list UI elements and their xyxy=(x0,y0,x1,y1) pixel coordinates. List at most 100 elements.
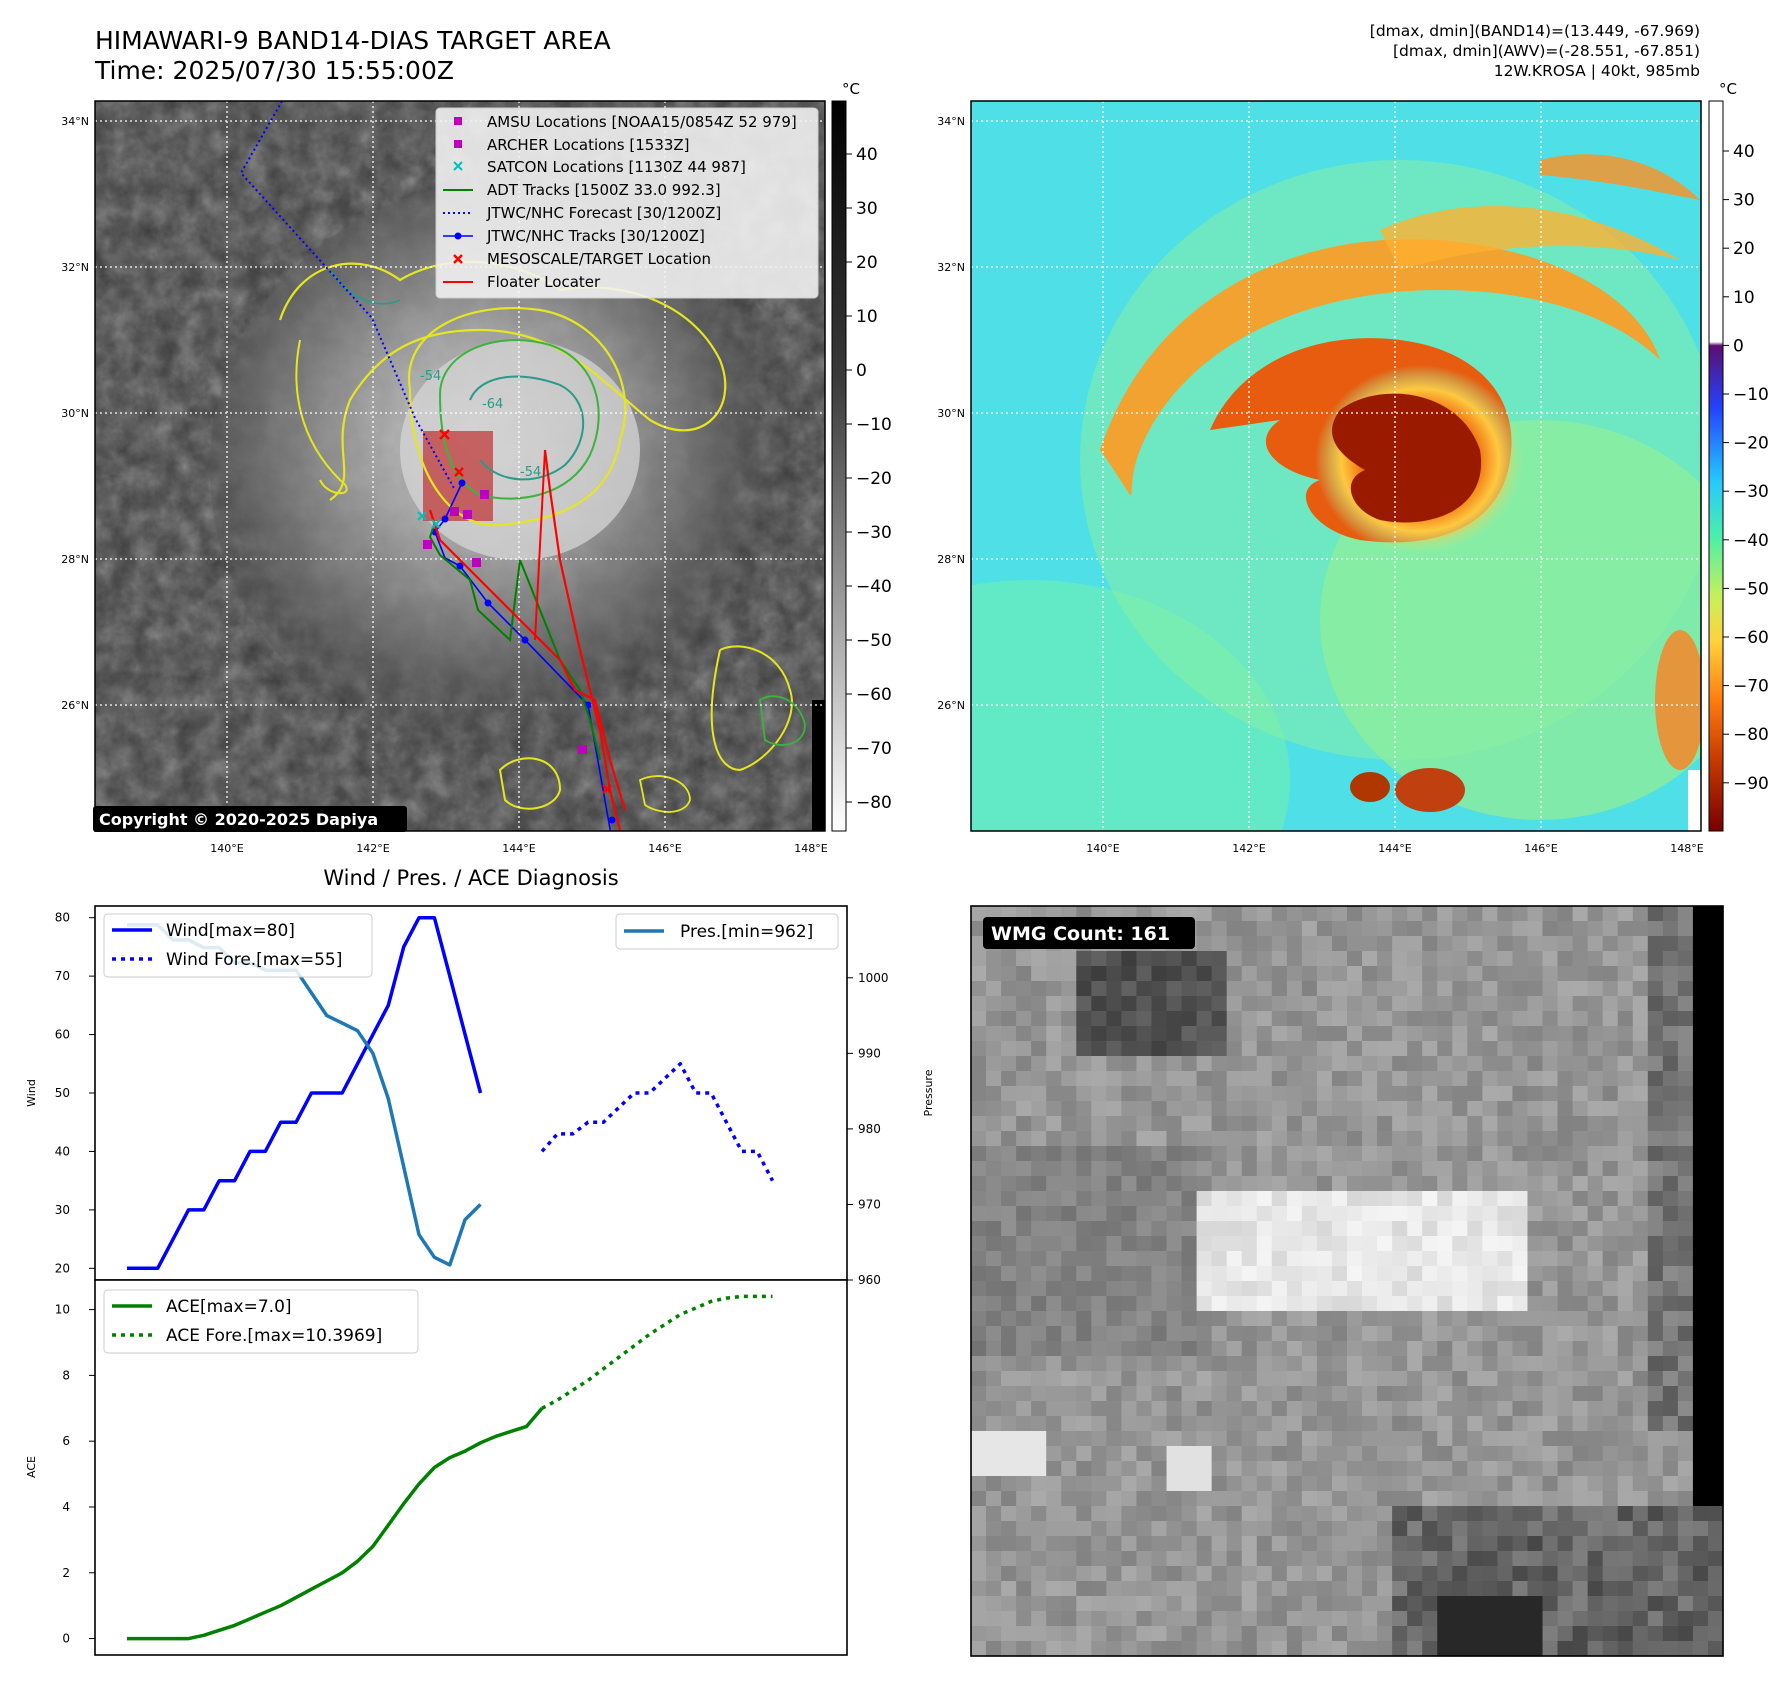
colorbar-gray-tick-label: 30 xyxy=(856,199,878,219)
color-map-lat-label: 34°N xyxy=(937,115,965,128)
legend-amsu-icon xyxy=(454,117,462,125)
wind-ytick-label: 60 xyxy=(55,1028,70,1042)
color-map-lon-label: 144°E xyxy=(1378,842,1411,855)
color-map-lat-label: 28°N xyxy=(937,553,965,566)
colorbar-color-tick-label: −30 xyxy=(1733,482,1769,502)
colorbar-gray-tick-label: −60 xyxy=(856,685,892,705)
color-map-lon-label: 148°E xyxy=(1670,842,1703,855)
wind-ytick-label: 80 xyxy=(55,911,70,925)
legend-ace-label: ACE[max=7.0] xyxy=(166,1297,292,1317)
colorbar-color-tick-label: −70 xyxy=(1733,677,1769,697)
colorbar-gray-tick-label: 20 xyxy=(856,253,878,273)
colorbar-gray xyxy=(831,100,847,832)
legend-wind-fore-label: Wind Fore.[max=55] xyxy=(166,950,342,970)
ace-ytick-label: 2 xyxy=(62,1566,70,1580)
copyright-badge xyxy=(93,806,407,832)
pressure-ytick-label: 970 xyxy=(858,1197,881,1211)
legend-archer-icon xyxy=(454,140,462,148)
ace-ytick-label: 0 xyxy=(62,1632,70,1646)
gray-map-lon-label: 146°E xyxy=(648,842,681,855)
series-line-wind xyxy=(127,915,483,1271)
wind-ylabel: Wind xyxy=(25,1079,38,1107)
pressure-ytick-label: 990 xyxy=(858,1046,881,1060)
colorbar-gray-tick-label: −30 xyxy=(856,523,892,543)
gray-map-lon-label: 144°E xyxy=(502,842,535,855)
map-legend: AMSU Locations [NOAA15/0854Z 52 979] ARC… xyxy=(435,107,819,299)
wmg-count-text: WMG Count: 161 xyxy=(991,923,1170,945)
wmg-pixel-map xyxy=(971,906,1724,1657)
figure-title: HIMAWARI-9 BAND14-DIAS TARGET AREA xyxy=(95,26,611,55)
gray-map-lat-label: 28°N xyxy=(61,553,89,566)
series-line-ace xyxy=(127,1407,544,1641)
wind-ytick-label: 40 xyxy=(55,1144,70,1158)
colorbar-gray-unit: °C xyxy=(842,80,860,98)
ace-ytick-label: 8 xyxy=(62,1368,70,1382)
colorbar-color-tick-label: 10 xyxy=(1733,288,1755,308)
gray-map-lon-label: 148°E xyxy=(794,842,827,855)
pressure-legend: Pres.[min=962] xyxy=(615,913,839,950)
colorbar-gray-tick-label: 10 xyxy=(856,307,878,327)
legend-floater-label: Floater Locater xyxy=(487,273,601,291)
info-dmax-band14: [dmax, dmin](BAND14)=(13.449, -67.969) xyxy=(1369,22,1700,40)
colorbar-color xyxy=(1708,100,1724,832)
colorbar-gray-tick-label: −80 xyxy=(856,793,892,813)
copyright-text: Copyright © 2020-2025 Dapiya xyxy=(99,810,378,829)
colorbar-color-tick-label: 30 xyxy=(1733,191,1755,211)
ace-ytick-label: 4 xyxy=(62,1500,70,1514)
legend-archer-label: ARCHER Locations [1533Z] xyxy=(487,136,690,154)
pressure-ytick-label: 980 xyxy=(858,1122,881,1136)
pressure-ytick-label: 960 xyxy=(858,1273,881,1287)
wind-legend: Wind[max=80] Wind Fore.[max=55] xyxy=(103,913,373,978)
ace-ylabel: ACE xyxy=(25,1456,38,1478)
colorbar-color-tick-label: −90 xyxy=(1733,774,1769,794)
color-map-lat-label: 26°N xyxy=(937,699,965,712)
colorbar-gray-tick-label: 40 xyxy=(856,145,878,165)
colorbar-gray-tick-label: −50 xyxy=(856,631,892,651)
contour-label-54b: -54 xyxy=(420,369,441,384)
legend-satcon-label: SATCON Locations [1130Z 44 987] xyxy=(487,158,746,176)
legend-ace-fore-label: ACE Fore.[max=10.3969] xyxy=(166,1326,382,1346)
legend-target-label: MESOSCALE/TARGET Location xyxy=(487,250,711,268)
colorbar-color-tick-label: −10 xyxy=(1733,385,1769,405)
gray-map-lat-label: 26°N xyxy=(61,699,89,712)
wind-ytick-label: 50 xyxy=(55,1086,70,1100)
colorbar-color-tick-label: 0 xyxy=(1733,336,1744,356)
figure-time: Time: 2025/07/30 15:55:00Z xyxy=(95,56,454,85)
colorbar-color-tick-label: −80 xyxy=(1733,725,1769,745)
gray-ir-map: -64 -54 -54 xyxy=(95,101,825,831)
info-dmax-awv: [dmax, dmin](AWV)=(-28.551, -67.851) xyxy=(1393,42,1700,60)
color-map-lat-label: 30°N xyxy=(937,407,965,420)
color-map-lat-label: 32°N xyxy=(937,261,965,274)
legend-forecast-label: JTWC/NHC Forecast [30/1200Z] xyxy=(486,204,721,222)
legend-adt-label: ADT Tracks [1500Z 33.0 992.3] xyxy=(487,181,721,199)
colorbar-gray-tick-label: −20 xyxy=(856,469,892,489)
legend-pressure-label: Pres.[min=962] xyxy=(680,922,813,942)
colorbar-color-tick-label: 40 xyxy=(1733,142,1755,162)
info-storm: 12W.KROSA | 40kt, 985mb xyxy=(1493,62,1700,80)
diagnosis-title: Wind / Pres. / ACE Diagnosis xyxy=(323,866,618,890)
color-map-lon-label: 140°E xyxy=(1086,842,1119,855)
colorbar-gray-tick-label: 0 xyxy=(856,361,867,381)
colorbar-gray-tick-label: −70 xyxy=(856,739,892,759)
colorbar-color-tick-label: −40 xyxy=(1733,531,1769,551)
colorbar-color-tick-label: −50 xyxy=(1733,579,1769,599)
wind-ytick-label: 70 xyxy=(55,969,70,983)
legend-satcon-icon xyxy=(453,161,463,171)
gray-map-lat-label: 32°N xyxy=(61,261,89,274)
contour-label-54a: -54 xyxy=(520,465,541,480)
legend-wind-label: Wind[max=80] xyxy=(166,921,295,941)
color-map-lon-label: 142°E xyxy=(1232,842,1265,855)
ace-legend: ACE[max=7.0] ACE Fore.[max=10.3969] xyxy=(103,1289,419,1354)
colorbar-gray-tick-label: −40 xyxy=(856,577,892,597)
wmg-count-badge xyxy=(983,917,1195,949)
legend-amsu-label: AMSU Locations [NOAA15/0854Z 52 979] xyxy=(487,113,797,131)
gray-map-lat-label: 30°N xyxy=(61,407,89,420)
color-map-lon-label: 146°E xyxy=(1524,842,1557,855)
pressure-ylabel: Pressure xyxy=(922,1069,935,1116)
wind-ytick-label: 30 xyxy=(55,1203,70,1217)
pressure-ytick-label: 1000 xyxy=(858,971,889,985)
gray-map-lon-label: 142°E xyxy=(356,842,389,855)
ace-ytick-label: 6 xyxy=(62,1434,70,1448)
color-ir-map xyxy=(971,101,1701,831)
